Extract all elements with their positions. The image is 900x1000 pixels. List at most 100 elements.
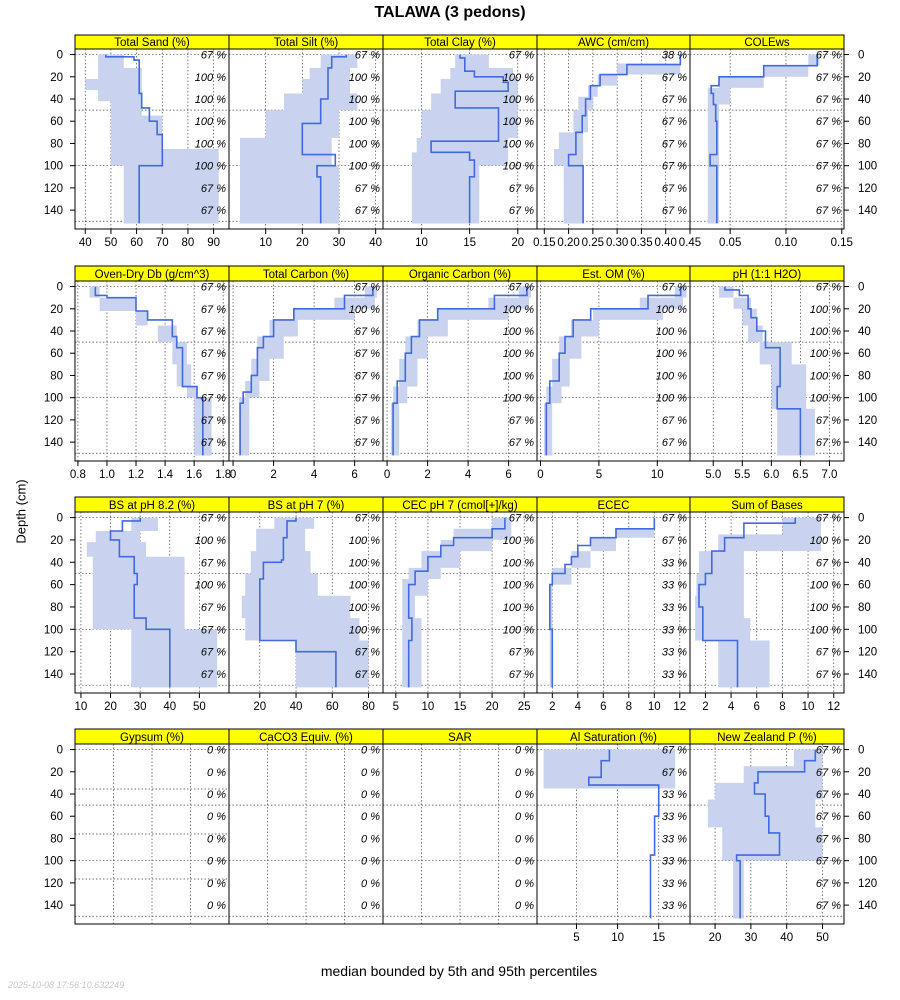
x-tick-label: 5 [596,469,602,481]
pct-label: 33 % [662,878,687,890]
y-tick-label: 0 [858,513,864,525]
x-tick-label: 2 [424,469,430,481]
x-tick-label: 6 [351,469,357,481]
x-tick-label: 20 [296,237,309,249]
percentile-band [707,54,820,224]
x-tick-label: 0.45 [679,237,701,249]
y-tick-label: 120 [44,415,63,427]
y-tick-label: 0 [57,50,63,62]
pct-label: 100 % [810,348,841,360]
panel-title: AWC (cm/cm) [578,37,649,49]
pct-label: 100 % [195,94,226,106]
chart-row-2: BS at pH 8.2 (%) 67 % 100 % 67 % 100 % 67 % 67… [44,496,877,713]
pct-label: 67 % [816,50,841,62]
pct-label: 100 % [810,326,841,338]
x-tick-label: 0.35 [630,237,652,249]
percentile-band [402,517,512,688]
pct-label: 67 % [509,513,534,525]
y-tick-label: 140 [44,900,63,912]
panel-2-1: BS at pH 7 (%) 67 % 100 % 100 % 100 % 100 % 10… [228,496,384,713]
percentile-band [411,54,518,224]
x-tick-label: 90 [207,237,220,249]
median-line [430,54,509,224]
pct-label: 67 % [355,205,380,217]
pct-label: 67 % [201,393,226,405]
panel-frame [382,743,538,925]
y-tick-label: 40 [858,557,871,569]
y-tick-label: 60 [858,116,871,128]
pct-label: 100 % [503,624,534,636]
pct-label: 100 % [349,535,380,547]
y-tick-label: 80 [858,138,871,150]
percentile-band [543,749,676,919]
x-tick-label: 5 [393,701,399,713]
y-tick-label: 80 [858,370,871,382]
median-line [407,517,506,688]
percentile-band [241,517,369,688]
y-tick-label: 40 [50,789,63,801]
pct-label: 67 % [355,437,380,449]
pct-label: 0 % [515,833,534,845]
panel-3-3: Al Saturation (%) 67 % 67 % 33 % 33 % 33 % 33 … [536,728,691,944]
x-tick-label: 12 [827,701,840,713]
pct-label: 67 % [662,183,687,195]
pct-label: 100 % [656,304,687,316]
pct-label: 67 % [816,647,841,659]
pct-label: 0 % [207,878,226,890]
pct-label: 33 % [662,669,687,681]
pct-label: 100 % [810,393,841,405]
y-tick-label: 120 [858,183,877,195]
panel-frame [689,280,845,462]
pct-label: 0 % [207,856,226,868]
pct-label: 67 % [816,415,841,427]
y-tick-label: 20 [858,535,871,547]
pct-label: 67 % [201,326,226,338]
pct-label: 0 % [361,878,380,890]
panel-0-4: COLEws 67 % 67 % 67 % 67 % 67 % 67 % 67 % 67 % 0.… [689,34,853,249]
pct-label: 38 % [662,50,687,62]
panel-3-1: CaCO3 Equiv. (%) 0 % 0 % 0 % 0 % 0 % 0 % 0 % 0 % [228,728,384,925]
median-line [301,54,348,224]
panel-1-3: Est. OM (%) 67 % 100 % 100 % 100 % 100 % 100 %… [536,265,691,481]
pct-label: 0 % [361,833,380,845]
pct-label: 67 % [662,513,687,525]
pct-label: 100 % [349,624,380,636]
percentile-band [554,54,681,224]
y-tick-label: 0 [858,282,864,294]
percentile-band [89,286,212,456]
x-tick-label: 0.20 [557,237,579,249]
pct-label: 100 % [349,304,380,316]
x-tick-label: 25 [518,701,531,713]
pct-label: 67 % [201,348,226,360]
median-line [105,54,164,224]
y-tick-label: 20 [50,304,63,316]
pct-label: 100 % [503,393,534,405]
pct-label: 67 % [201,669,226,681]
pct-label: 100 % [195,161,226,173]
pct-label: 33 % [662,789,687,801]
y-tick-label: 20 [858,767,871,779]
x-tick-label: 40 [290,701,303,713]
pct-label: 100 % [656,326,687,338]
pct-label: 67 % [816,116,841,128]
panel-title: CEC pH 7 (cmol[+]/kg) [402,500,518,512]
panel-frame [228,743,384,925]
pct-label: 67 % [509,205,534,217]
pct-label: 67 % [816,767,841,779]
pct-label: 67 % [355,669,380,681]
x-tick-label: 2 [549,701,555,713]
y-tick-label: 40 [50,94,63,106]
pct-label: 67 % [509,437,534,449]
x-tick-label: 0.10 [775,237,797,249]
panel-title: Total Carbon (%) [263,269,349,281]
x-tick-label: 6 [754,701,760,713]
pct-label: 67 % [662,94,687,106]
y-tick-label: 40 [50,326,63,338]
panel-title: Al Saturation (%) [570,732,657,744]
panel-title: Total Clay (%) [424,37,496,49]
pct-label: 67 % [509,647,534,659]
pct-label: 67 % [662,767,687,779]
panel-3-0: Gypsum (%) 0 % 0 % 0 % 0 % 0 % 0 % 0 % 0 % [74,728,230,925]
pct-label: 0 % [515,789,534,801]
pct-label: 100 % [349,580,380,592]
